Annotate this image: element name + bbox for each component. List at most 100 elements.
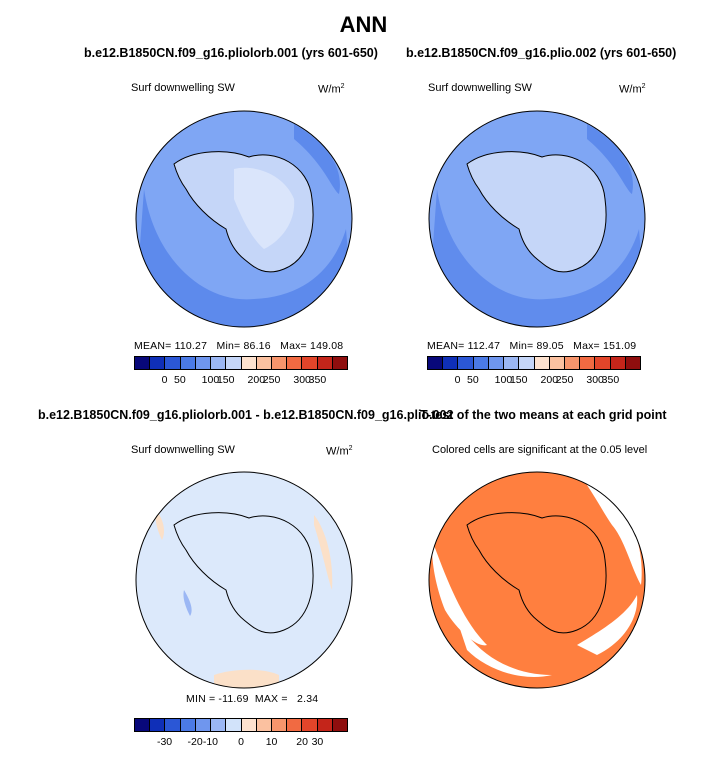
colorbar-swatch (488, 357, 505, 369)
panel1-stats: MEAN= 110.27 Min= 86.16 Max= 149.08 (134, 340, 343, 352)
panel1-mean-value: 110.27 (174, 340, 208, 352)
panel1-variable-label: Surf downwelling SW (131, 82, 235, 94)
panel4-title: T-test of the two means at each grid poi… (420, 408, 667, 422)
colorbar-swatch (302, 357, 318, 369)
colorbar-swatch (610, 357, 626, 369)
colorbar-swatch (150, 357, 166, 369)
panel3-positive-patch-w (155, 510, 164, 540)
panel1-colorbar-ticks: 0 50 100 150 200 250 300 350 (134, 374, 348, 388)
panel3-ocean (136, 472, 352, 688)
colorbar-swatch (595, 357, 611, 369)
colorbar-tick-label: 100 (494, 374, 513, 386)
panel2-colorbar (427, 356, 641, 370)
colorbar-tick-label: -10 (202, 736, 219, 748)
panel3-positive-patch-s (214, 669, 279, 688)
colorbar-swatch (302, 719, 318, 731)
colorbar-swatch (180, 719, 196, 731)
panel2-ocean-band-ne (587, 124, 633, 194)
colorbar-swatch (625, 357, 641, 369)
colorbar-swatch (443, 357, 459, 369)
panel3-negative-patch (183, 590, 192, 616)
panel3-min-label: MIN = (186, 693, 216, 705)
panel4-subtitle: Colored cells are significant at the 0.0… (432, 444, 648, 456)
colorbar-swatch (473, 357, 489, 369)
panel2-variable-label: Surf downwelling SW (428, 82, 532, 94)
panel3-min-value: -11.69 (218, 693, 249, 705)
colorbar-tick-label: 150 (509, 374, 528, 386)
colorbar-tick-label: 200 (540, 374, 559, 386)
panel2-stats: MEAN= 112.47 Min= 89.05 Max= 151.09 (427, 340, 636, 352)
colorbar-swatch (317, 357, 333, 369)
colorbar-swatch (549, 357, 565, 369)
colorbar-swatch (241, 357, 257, 369)
colorbar-tick-label: 30 (311, 736, 324, 748)
panel4-nonsignif-se (577, 595, 638, 655)
panel3-max-value: 2.34 (297, 693, 319, 705)
panel3-antarctica-outline (173, 512, 314, 634)
colorbar-tick-label: 0 (238, 736, 244, 748)
colorbar-swatch (135, 357, 151, 369)
panel3-units-label: W/m2 (326, 445, 353, 458)
panel2-mean-label: MEAN= (427, 340, 465, 352)
colorbar-swatch (271, 719, 288, 731)
panel4-nonsignif-south (457, 620, 552, 678)
panel3-colorbar-ticks: -30 -20 -10 0 10 20 30 (134, 736, 348, 750)
panel2-max-label: Max= (573, 340, 600, 352)
panel2-mean-value: 112.47 (467, 340, 501, 352)
colorbar-tick-label: 300 (293, 374, 311, 386)
colorbar-swatch (256, 719, 272, 731)
colorbar-swatch (226, 719, 242, 731)
panel3-map (135, 471, 353, 689)
colorbar-tick-label: -30 (156, 736, 173, 748)
panel1-min-value: 86.16 (243, 340, 271, 352)
colorbar-swatch (241, 719, 257, 731)
colorbar-swatch (256, 357, 272, 369)
colorbar-swatch (211, 357, 227, 369)
panel2-title: b.e12.B1850CN.f09_g16.plio.002 (yrs 601-… (406, 46, 677, 60)
panel3-title: b.e12.B1850CN.f09_g16.pliolorb.001 - b.e… (38, 408, 454, 422)
colorbar-tick-label: -20 (187, 736, 203, 748)
colorbar-tick-label: 0 (454, 374, 461, 386)
colorbar-swatch (504, 357, 520, 369)
panel1-east-plateau (234, 167, 295, 249)
colorbar-swatch (211, 719, 227, 731)
colorbar-tick-label: 100 (201, 374, 220, 386)
panel2-colorbar-ticks: 0 50 100 150 200 250 300 350 (427, 374, 641, 388)
colorbar-tick-label: 50 (467, 374, 479, 386)
colorbar-swatch (226, 357, 242, 369)
colorbar-swatch (195, 719, 212, 731)
colorbar-swatch (519, 357, 535, 369)
panel1-colorbar (134, 356, 348, 370)
panel4-nonsignif-east (587, 478, 642, 585)
colorbar-tick-label: 250 (262, 374, 281, 386)
colorbar-tick-label: 50 (174, 374, 186, 386)
colorbar-swatch (271, 357, 288, 369)
panel2-map (428, 110, 646, 328)
panel2-units-label: W/m2 (619, 83, 646, 96)
panel2-min-label: Min= (509, 340, 534, 352)
panel2-antarctica (466, 151, 607, 273)
panel1-title: b.e12.B1850CN.f09_g16.pliolorb.001 (yrs … (84, 46, 378, 60)
panel1-min-label: Min= (216, 340, 241, 352)
panel3-stats: MIN = -11.69 MAX = 2.34 (186, 693, 318, 705)
colorbar-swatch (287, 719, 303, 731)
panel2-min-value: 89.05 (536, 340, 564, 352)
colorbar-swatch (195, 357, 212, 369)
panel4-map (428, 471, 646, 689)
panel1-units-label: W/m2 (318, 83, 345, 96)
panel3-max-label: MAX = (254, 693, 288, 705)
colorbar-tick-label: 150 (216, 374, 235, 386)
panel3-colorbar (134, 718, 348, 732)
colorbar-swatch (317, 719, 333, 731)
colorbar-tick-label: 0 (161, 374, 168, 386)
panel4-antarctica-outline (466, 512, 607, 634)
panel3-positive-patch-e (314, 515, 333, 590)
colorbar-swatch (287, 357, 303, 369)
panel1-max-value: 149.08 (310, 340, 344, 352)
panel1-map (135, 110, 353, 328)
colorbar-tick-label: 10 (265, 736, 278, 748)
colorbar-swatch (534, 357, 550, 369)
panel2-max-value: 151.09 (603, 340, 637, 352)
panel2-ocean-band (429, 189, 645, 327)
colorbar-swatch (428, 357, 444, 369)
